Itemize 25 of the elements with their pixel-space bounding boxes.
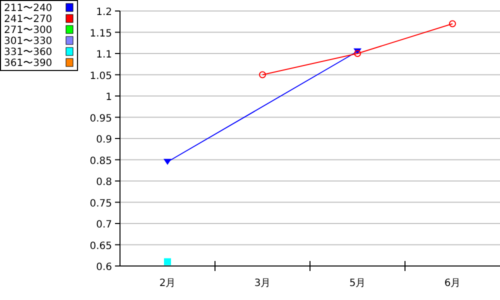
y-tick-label: 1.2 [96,7,112,18]
point [259,71,266,78]
y-tick-label: 0.85 [90,156,112,167]
y-tick-label: 0.6 [96,262,112,273]
legend-label: 301〜330 [4,36,52,47]
y-tick-label: 0.9 [96,134,112,146]
y-tick-label: 1.15 [90,28,112,40]
y-tick-label: 0.65 [90,240,112,252]
y-tick-label: 0.8 [96,177,112,188]
x-tick-label: 2月 [159,278,176,289]
x-tick-label: 6月 [444,278,461,289]
legend-label: 361〜390 [4,58,52,69]
y-tick-label: 0.95 [90,113,112,124]
y-tick-label: 1.05 [90,70,112,82]
legend-label: 241〜270 [4,14,52,25]
x-tick-label: 3月 [254,278,271,289]
legend-label: 331〜360 [4,47,52,58]
y-tick-label: 1.1 [96,50,112,60]
legend-label: 271〜300 [4,25,52,36]
y-tick-label: 0.7 [96,220,112,230]
point [449,20,456,28]
x-tick-label: 5月 [349,278,366,289]
y-tick-label: 1 [106,92,112,103]
legend-label: 211〜240 [4,3,52,14]
y-tick-label: 0.75 [90,198,112,210]
